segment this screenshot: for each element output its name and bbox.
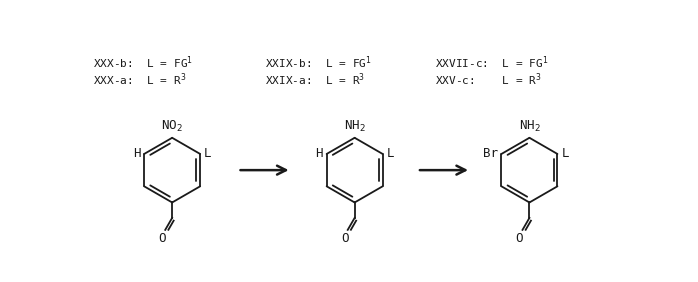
Text: H: H	[133, 147, 140, 160]
Text: NH$_2$: NH$_2$	[519, 119, 540, 134]
Text: O: O	[341, 232, 348, 245]
Text: L: L	[204, 147, 211, 160]
Text: NH$_2$: NH$_2$	[343, 119, 366, 134]
Text: O: O	[516, 232, 524, 245]
Text: Br: Br	[482, 147, 498, 160]
Text: O: O	[158, 232, 166, 245]
Text: XXV-c:    L = R$^3$: XXV-c: L = R$^3$	[435, 72, 542, 88]
Text: XXX-b:  L = FG$^1$: XXX-b: L = FG$^1$	[93, 54, 193, 70]
Text: XXIX-b:  L = FG$^1$: XXIX-b: L = FG$^1$	[265, 54, 371, 70]
Text: H: H	[315, 147, 322, 160]
Text: L: L	[561, 147, 569, 160]
Text: NO$_2$: NO$_2$	[161, 119, 183, 134]
Text: L: L	[387, 147, 394, 160]
Text: XXIX-a:  L = R$^3$: XXIX-a: L = R$^3$	[265, 72, 364, 88]
Text: XXX-a:  L = R$^3$: XXX-a: L = R$^3$	[93, 72, 186, 88]
Text: XXVII-c:  L = FG$^1$: XXVII-c: L = FG$^1$	[435, 54, 548, 70]
